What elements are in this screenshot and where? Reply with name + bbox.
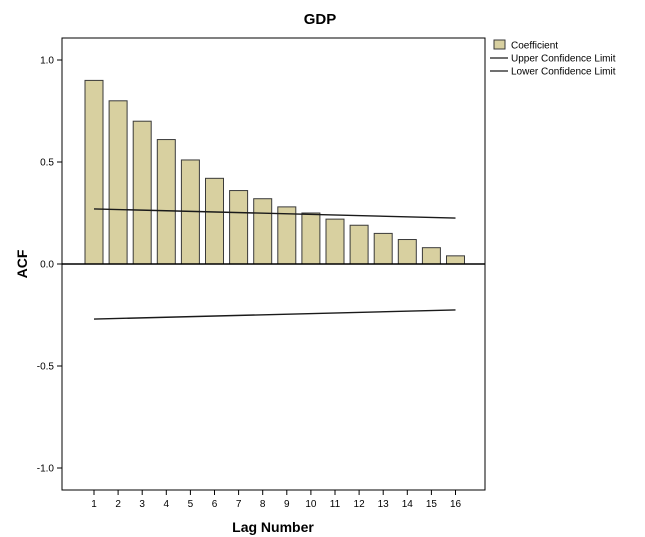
y-tick-label: 0.5 (40, 158, 54, 169)
x-tick-label: 4 (164, 499, 170, 510)
x-tick-label: 11 (330, 499, 341, 510)
bar-lag-13 (373, 232, 393, 265)
x-tick-label: 8 (260, 499, 266, 510)
bar-lag-3 (132, 120, 152, 265)
legend-coefficient-label: Coefficient (511, 41, 558, 52)
confidence-lines (93, 208, 456, 320)
bar-lag-2 (108, 100, 128, 265)
x-tick-label: 5 (188, 499, 194, 510)
legend-lower-label: Lower Confidence Limit (511, 67, 616, 78)
x-tick-label: 10 (305, 499, 317, 510)
bar-lag-16 (446, 255, 465, 265)
bar-lag-14 (397, 239, 417, 265)
x-axis: 1 2 3 4 5 6 7 8 9 10 11 12 13 14 15 16 (91, 490, 461, 510)
legend-upper-label: Upper Confidence Limit (511, 54, 616, 65)
bar-lag-1 (84, 79, 104, 265)
x-tick-label: 6 (212, 499, 218, 510)
x-tick-label: 2 (115, 499, 121, 510)
chart-title: GDP (304, 11, 337, 28)
upper-confidence-line (93, 208, 456, 219)
bar-series (84, 79, 465, 265)
bar-lag-10 (301, 212, 321, 265)
x-tick-label: 16 (450, 499, 462, 510)
x-axis-title: Lag Number (232, 519, 314, 535)
x-tick-label: 1 (91, 499, 97, 510)
lower-confidence-line (93, 309, 456, 320)
x-tick-label: 7 (236, 499, 242, 510)
y-axis-title: ACF (14, 249, 30, 278)
bar-lag-6 (205, 177, 224, 265)
legend: Coefficient Upper Confidence Limit Lower… (490, 39, 616, 78)
bar-lag-4 (156, 139, 176, 265)
bar-lag-12 (349, 224, 369, 265)
y-tick-label: -0.5 (37, 362, 55, 373)
x-tick-label: 3 (139, 499, 145, 510)
y-tick-label: 1.0 (40, 56, 54, 67)
bar-lag-9 (277, 206, 297, 265)
x-tick-label: 15 (426, 499, 438, 510)
y-tick-label: 0.0 (40, 260, 54, 271)
x-tick-label: 12 (354, 499, 366, 510)
x-tick-label: 9 (284, 499, 290, 510)
x-tick-label: 14 (402, 499, 414, 510)
y-axis: 1.0 0.5 0.0 -0.5 -1.0 (37, 56, 62, 475)
bar-lag-7 (229, 190, 249, 265)
bar-lag-8 (253, 198, 273, 265)
bar-lag-15 (421, 247, 441, 265)
y-tick-label: -1.0 (37, 464, 55, 475)
bar-lag-11 (325, 218, 345, 265)
x-tick-label: 13 (378, 499, 390, 510)
legend-coefficient-swatch (493, 39, 506, 50)
